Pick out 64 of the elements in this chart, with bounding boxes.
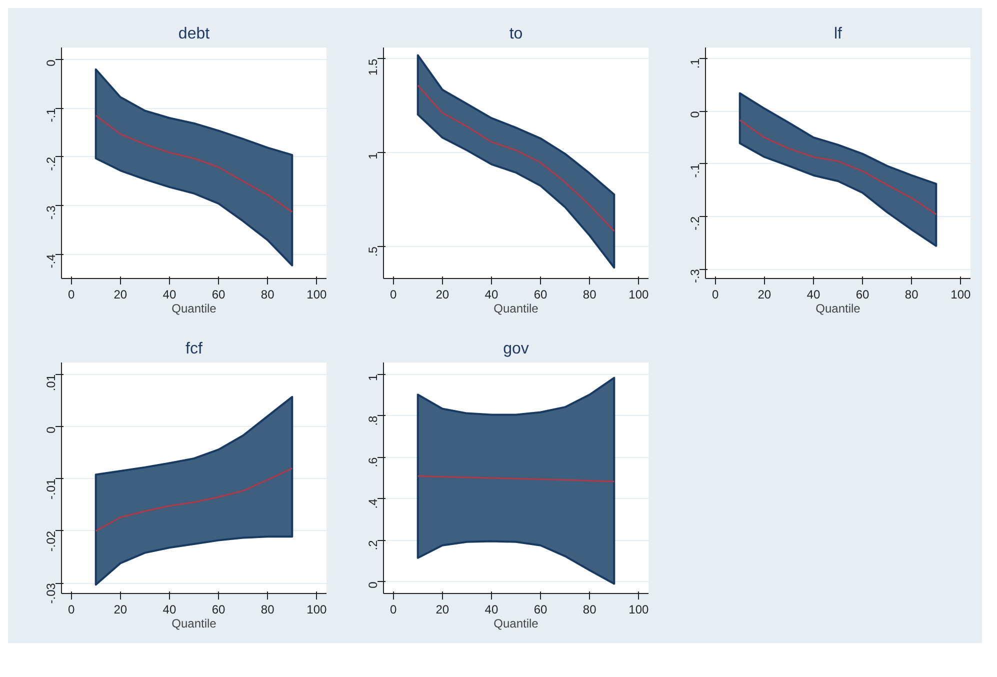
y-tick-label: .4 — [366, 498, 380, 509]
y-tick-label: 0 — [44, 59, 58, 66]
y-tick-label: 0 — [44, 426, 58, 434]
x-tick-label: 100 — [950, 288, 972, 302]
y-tick-label: 1.5 — [366, 58, 380, 76]
x-tick-label: 0 — [712, 288, 719, 302]
x-tick-label: 0 — [68, 602, 75, 616]
x-tick-label: 40 — [484, 288, 498, 302]
x-tick-label: 20 — [114, 602, 128, 616]
x-tick-label: 100 — [628, 288, 650, 302]
y-tick-label: -.03 — [44, 582, 58, 604]
x-tick-label: 80 — [904, 288, 919, 302]
x-tick-label: 0 — [68, 288, 75, 302]
y-tick-label: -.2 — [688, 216, 702, 230]
y-tick-label: .6 — [366, 456, 380, 468]
x-tick-label: 40 — [806, 288, 820, 302]
x-tick-label: 60 — [534, 602, 548, 616]
chart-title: to — [509, 26, 523, 42]
x-axis-title: Quantile — [494, 616, 539, 630]
x-tick-label: 60 — [856, 288, 870, 302]
x-tick-label: 80 — [582, 288, 597, 302]
y-tick-label: -.3 — [688, 268, 702, 284]
y-tick-label: -.1 — [44, 108, 58, 122]
y-tick-label: 1 — [366, 374, 380, 381]
y-tick-label: -.4 — [44, 254, 58, 268]
y-tick-label: .5 — [366, 246, 380, 257]
x-tick-label: 80 — [582, 602, 597, 616]
x-tick-label: 100 — [306, 602, 328, 616]
y-tick-label: -.02 — [44, 530, 58, 552]
x-tick-label: 60 — [212, 288, 226, 302]
x-axis-title: Quantile — [172, 616, 217, 630]
x-tick-label: 80 — [260, 602, 275, 616]
y-tick-label: -.2 — [44, 156, 58, 171]
x-axis-title: Quantile — [172, 302, 217, 316]
x-tick-label: 40 — [162, 288, 176, 302]
y-tick-label: .1 — [688, 58, 702, 69]
x-tick-label: 80 — [260, 288, 275, 302]
y-tick-label: -.01 — [44, 478, 58, 500]
x-tick-label: 60 — [212, 602, 226, 616]
x-tick-label: 100 — [628, 602, 650, 616]
x-tick-label: 20 — [114, 288, 128, 302]
x-tick-label: 20 — [436, 602, 450, 616]
x-tick-label: 0 — [390, 602, 397, 616]
y-tick-label: .2 — [366, 540, 380, 550]
y-tick-label: 0 — [688, 110, 702, 118]
x-tick-label: 0 — [390, 288, 397, 302]
y-tick-label: .8 — [366, 415, 380, 426]
x-tick-label: 100 — [306, 288, 328, 302]
x-tick-label: 20 — [758, 288, 772, 302]
chart-title: lf — [834, 26, 843, 42]
x-tick-label: 20 — [436, 288, 450, 302]
chart-title: gov — [503, 340, 529, 358]
y-tick-label: 0 — [366, 581, 380, 588]
x-axis-title: Quantile — [494, 302, 539, 316]
chart-title: debt — [178, 26, 210, 42]
x-tick-label: 60 — [534, 288, 548, 302]
y-tick-label: -.3 — [44, 205, 58, 220]
y-tick-label: -.1 — [688, 163, 702, 178]
x-tick-label: 40 — [484, 602, 498, 616]
chart-title: fcf — [186, 340, 203, 358]
x-tick-label: 40 — [162, 602, 176, 616]
y-tick-label: 1 — [366, 152, 380, 160]
x-axis-title: Quantile — [816, 302, 861, 316]
y-tick-label: .01 — [44, 374, 58, 392]
